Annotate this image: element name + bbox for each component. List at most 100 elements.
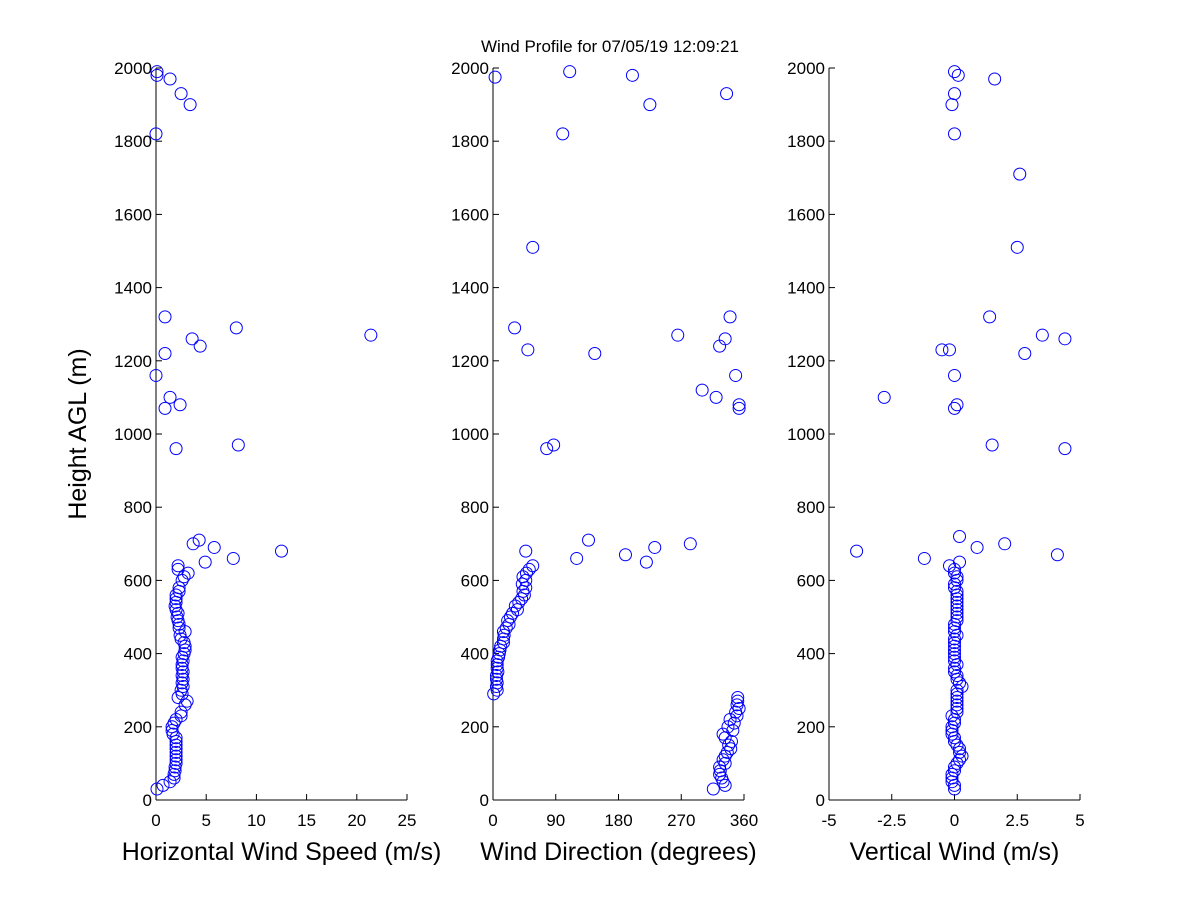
direction-y-tick-label: 1200 bbox=[451, 352, 489, 371]
speed-x-tick-label: 0 bbox=[151, 811, 160, 830]
vertical-data-point bbox=[945, 709, 959, 723]
speed-x-tick-label: 20 bbox=[347, 811, 366, 830]
direction-data-point bbox=[521, 343, 535, 357]
direction-data-point bbox=[718, 778, 732, 792]
vertical-data-point bbox=[948, 368, 961, 382]
speed-data-point bbox=[169, 749, 183, 763]
speed-y-tick-label: 2000 bbox=[114, 59, 152, 78]
direction-data-point bbox=[720, 745, 734, 759]
speed-x-tick-label: 5 bbox=[201, 811, 210, 830]
vertical-data-point bbox=[948, 621, 961, 635]
speed-data-point bbox=[176, 680, 190, 694]
speed-data-point bbox=[171, 691, 185, 705]
direction-data-point bbox=[723, 310, 737, 324]
vertical-data-point bbox=[950, 669, 964, 683]
speed-data-point bbox=[231, 438, 245, 452]
direction-data-point bbox=[695, 383, 709, 397]
vertical-data-point bbox=[1013, 167, 1027, 181]
vertical-x-tick-label: 5 bbox=[1075, 811, 1084, 830]
speed-data-point bbox=[158, 310, 172, 324]
vertical-data-point bbox=[945, 727, 959, 741]
speed-data-point bbox=[167, 767, 181, 781]
direction-data-point bbox=[618, 548, 632, 562]
speed-x-axis-label: Horizontal Wind Speed (m/s) bbox=[122, 838, 442, 866]
direction-data-point bbox=[519, 566, 533, 580]
direction-data-point bbox=[671, 328, 685, 342]
direction-data-point bbox=[716, 727, 730, 741]
direction-y-tick-label: 1800 bbox=[451, 132, 489, 151]
speed-data-point bbox=[169, 603, 183, 617]
vertical-data-point bbox=[948, 566, 961, 580]
direction-data-point bbox=[519, 573, 533, 587]
vertical-data-point bbox=[948, 87, 961, 101]
direction-data-point bbox=[519, 544, 533, 558]
speed-data-point bbox=[193, 339, 207, 353]
vertical-y-tick-label: 0 bbox=[816, 791, 825, 810]
speed-y-tick-label: 200 bbox=[124, 718, 152, 737]
speed-y-tick-label: 1800 bbox=[114, 132, 152, 151]
direction-data-point bbox=[556, 127, 570, 141]
vertical-data-point bbox=[1010, 240, 1024, 254]
direction-data-point bbox=[496, 636, 510, 650]
vertical-data-point bbox=[917, 551, 931, 565]
vertical-data-point bbox=[877, 390, 891, 404]
vertical-x-tick-label: -5 bbox=[821, 811, 836, 830]
speed-y-tick-label: 0 bbox=[143, 791, 152, 810]
vertical-data-point bbox=[950, 687, 964, 701]
figure-title: Wind Profile for 07/05/19 12:09:21 bbox=[481, 37, 739, 56]
direction-data-point bbox=[582, 533, 596, 547]
direction-data-point bbox=[639, 555, 653, 569]
direction-data-point bbox=[625, 68, 639, 82]
speed-y-axis-label: Height AGL (m) bbox=[64, 348, 92, 519]
speed-y-tick-label: 800 bbox=[124, 498, 152, 517]
speed-data-point bbox=[181, 566, 195, 580]
direction-data-point bbox=[499, 621, 513, 635]
speed-data-point bbox=[158, 401, 172, 415]
vertical-data-point bbox=[1058, 442, 1072, 456]
direction-data-point bbox=[490, 683, 504, 697]
speed-data-point bbox=[149, 368, 163, 382]
vertical-data-point bbox=[942, 343, 956, 357]
vertical-data-point bbox=[950, 588, 964, 602]
direction-data-point bbox=[512, 595, 526, 609]
direction-data-point bbox=[588, 346, 602, 360]
speed-data-point bbox=[167, 771, 181, 785]
speed-data-point bbox=[186, 537, 200, 551]
direction-data-point bbox=[683, 537, 697, 551]
vertical-data-point bbox=[948, 731, 961, 745]
speed-data-point bbox=[275, 544, 288, 558]
vertical-data-point bbox=[953, 753, 967, 767]
vertical-data-point bbox=[985, 438, 999, 452]
vertical-data-point bbox=[948, 782, 961, 796]
vertical-data-point bbox=[983, 310, 997, 324]
speed-data-point bbox=[169, 588, 183, 602]
speed-data-point bbox=[229, 321, 243, 335]
direction-data-point bbox=[522, 562, 536, 576]
speed-data-point bbox=[183, 98, 197, 112]
speed-data-point bbox=[174, 705, 188, 719]
speed-data-point bbox=[175, 658, 189, 672]
speed-data-point bbox=[185, 332, 199, 346]
speed-data-point bbox=[177, 647, 191, 661]
vertical-data-point bbox=[1050, 548, 1064, 562]
direction-y-tick-label: 2000 bbox=[451, 59, 489, 78]
direction-data-point bbox=[487, 687, 501, 701]
direction-data-point bbox=[643, 98, 657, 112]
direction-data-point bbox=[489, 669, 503, 683]
vertical-data-point bbox=[950, 738, 964, 752]
wind-direction-panel: 0 200 400 600 800 1000 1200 1400 1600 1800 2000 0 90… bbox=[451, 59, 758, 866]
speed-y-tick-label: 1400 bbox=[114, 279, 152, 298]
vertical-y-tick-label: 800 bbox=[797, 498, 825, 517]
vertical-data-point bbox=[953, 742, 967, 756]
vertical-data-point bbox=[950, 672, 964, 686]
direction-data-point bbox=[510, 603, 524, 617]
direction-data-point bbox=[718, 749, 732, 763]
vertical-data-point bbox=[950, 592, 964, 606]
direction-data-point bbox=[730, 698, 744, 712]
speed-data-point bbox=[174, 87, 188, 101]
speed-data-point bbox=[167, 716, 181, 730]
vertical-data-point bbox=[950, 599, 964, 613]
vertical-data-point bbox=[988, 72, 1002, 86]
speed-data-point bbox=[169, 442, 183, 456]
vertical-data-point bbox=[948, 127, 961, 141]
